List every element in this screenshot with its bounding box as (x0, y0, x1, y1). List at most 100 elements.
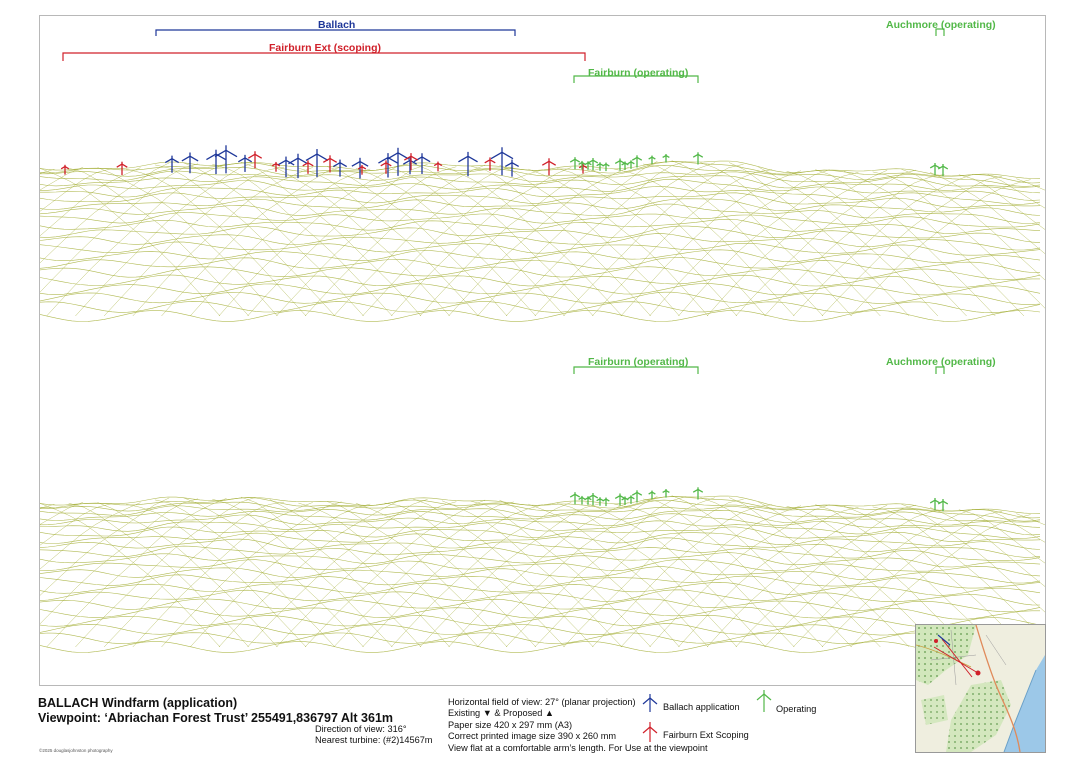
turbine-blade (578, 161, 583, 165)
terrain-diagonal-line (700, 162, 881, 317)
terrain-diagonal-line (103, 501, 285, 648)
terrain-row-line (40, 301, 1041, 314)
terrain-row-line (40, 257, 1041, 273)
top-wireframe-svg (40, 28, 1045, 322)
fairburn-ext-bracket (62, 52, 586, 61)
turbine-blade (433, 162, 439, 167)
terrain-diagonal-line (556, 503, 738, 648)
terrain-diagonal-line (642, 498, 824, 648)
terrain-diagonal-line (735, 169, 916, 317)
turbine-blade (437, 162, 443, 167)
terrain-diagonal-line (843, 505, 1025, 648)
terrain-diagonal-line (40, 162, 170, 264)
turbine-blade (181, 155, 191, 162)
operating-turbine (602, 162, 610, 172)
terrain-diagonal-line (103, 166, 285, 317)
terrain-diagonal-line (757, 501, 939, 648)
terrain-diagonal-line (620, 505, 801, 648)
terrain-diagonal-line (563, 163, 744, 317)
terrain-diagonal-line (706, 505, 888, 648)
turbine-blade (648, 156, 653, 160)
fairburn-ext-turbine (433, 161, 443, 172)
turbine-blade (592, 494, 599, 499)
terrain-diagonal-line (901, 503, 1045, 613)
terrain-diagonal-line (419, 168, 600, 317)
terrain-row-line (40, 532, 1041, 550)
terrain-row-line (40, 186, 1041, 205)
terrain-row-line (40, 545, 1041, 561)
terrain-diagonal-line (355, 502, 537, 648)
turbine-blade (692, 488, 699, 493)
nearest-turbine: Nearest turbine: (#2)14567m (315, 735, 433, 746)
operating-turbine (692, 152, 704, 165)
terrain-row-line (40, 614, 1041, 628)
turbine-blade (942, 500, 949, 505)
turbine-blade (937, 500, 944, 505)
turbine-blade (305, 153, 318, 161)
terrain-diagonal-line (786, 505, 967, 648)
operating-turbine (648, 490, 656, 500)
terrain-diagonal-line (649, 169, 830, 317)
legend-ballach-label: Ballach application (663, 702, 740, 712)
terrain-row-line (40, 589, 1041, 606)
terrain-diagonal-line (764, 174, 945, 317)
ballach-label: Ballach (318, 19, 356, 31)
terrain-diagonal-line (499, 499, 680, 648)
turbine-blade (569, 493, 576, 498)
terrain-row-line (40, 559, 1041, 577)
turbine-blade (121, 163, 128, 168)
turbine-blade (624, 497, 629, 501)
turbine-blade (413, 156, 423, 163)
terrain-diagonal-line (40, 502, 141, 570)
terrain-diagonal-line (821, 176, 1002, 317)
terrain-diagonal-line (764, 509, 945, 648)
ballach-turbine (332, 159, 348, 177)
ballach-turbine (214, 145, 238, 174)
terrain-diagonal-line (218, 500, 400, 648)
turbine-blade (934, 499, 941, 504)
terrain-diagonal-line (987, 509, 1045, 543)
view-note-text: View flat at a comfortable arm’s length.… (448, 742, 708, 753)
turbine-blade (624, 162, 629, 166)
ballach-turbine (164, 155, 180, 173)
turbine-blade (359, 160, 369, 167)
auchmore-operating-bracket-bottom (935, 366, 945, 374)
turbine-blade (584, 162, 589, 166)
ballach-turbine (181, 152, 199, 174)
auchmore-operating-bracket (935, 28, 945, 36)
turbine-blade (297, 157, 308, 165)
terrain-row-line (40, 632, 1041, 645)
terrain-diagonal-line (470, 165, 651, 317)
fairburn-operating-bracket-bottom (573, 366, 699, 374)
terrain-row-line (40, 233, 1041, 251)
terrain-diagonal-line (391, 167, 572, 317)
terrain-diagonal-line (671, 160, 852, 317)
turbine-blade (630, 496, 635, 500)
terrain-diagonal-line (212, 163, 393, 317)
terrain-diagonal-line (298, 502, 479, 648)
turbine-blade (631, 491, 638, 496)
terrain-diagonal-line (40, 503, 221, 648)
terrain-row-line (40, 164, 1041, 187)
turbine-blade (934, 164, 941, 169)
terrain-diagonal-line (901, 168, 1045, 281)
terrain-diagonal-line (700, 497, 881, 648)
operating-turbine (929, 162, 941, 176)
terrain-diagonal-line (75, 497, 256, 648)
terrain-diagonal-line (649, 504, 830, 648)
terrain-diagonal-line (183, 497, 364, 648)
terrain-diagonal-line (441, 165, 623, 317)
terrain-diagonal-line (614, 168, 795, 317)
terrain-diagonal-line (333, 166, 514, 317)
terrain-row-line (40, 495, 1041, 514)
operating-turbine (621, 496, 629, 505)
terrain-diagonal-line (126, 503, 307, 648)
turbine-blade (621, 162, 626, 166)
terrain-row-line (40, 241, 1041, 256)
auchmore-operating-label-bottom: Auchmore (operating) (886, 356, 996, 368)
terrain-diagonal-line (556, 168, 738, 317)
turbine-blade (692, 153, 699, 158)
terrain-diagonal-line (563, 498, 744, 648)
terrain-diagonal-line (850, 179, 1031, 317)
terrain-diagonal-line (384, 502, 565, 648)
